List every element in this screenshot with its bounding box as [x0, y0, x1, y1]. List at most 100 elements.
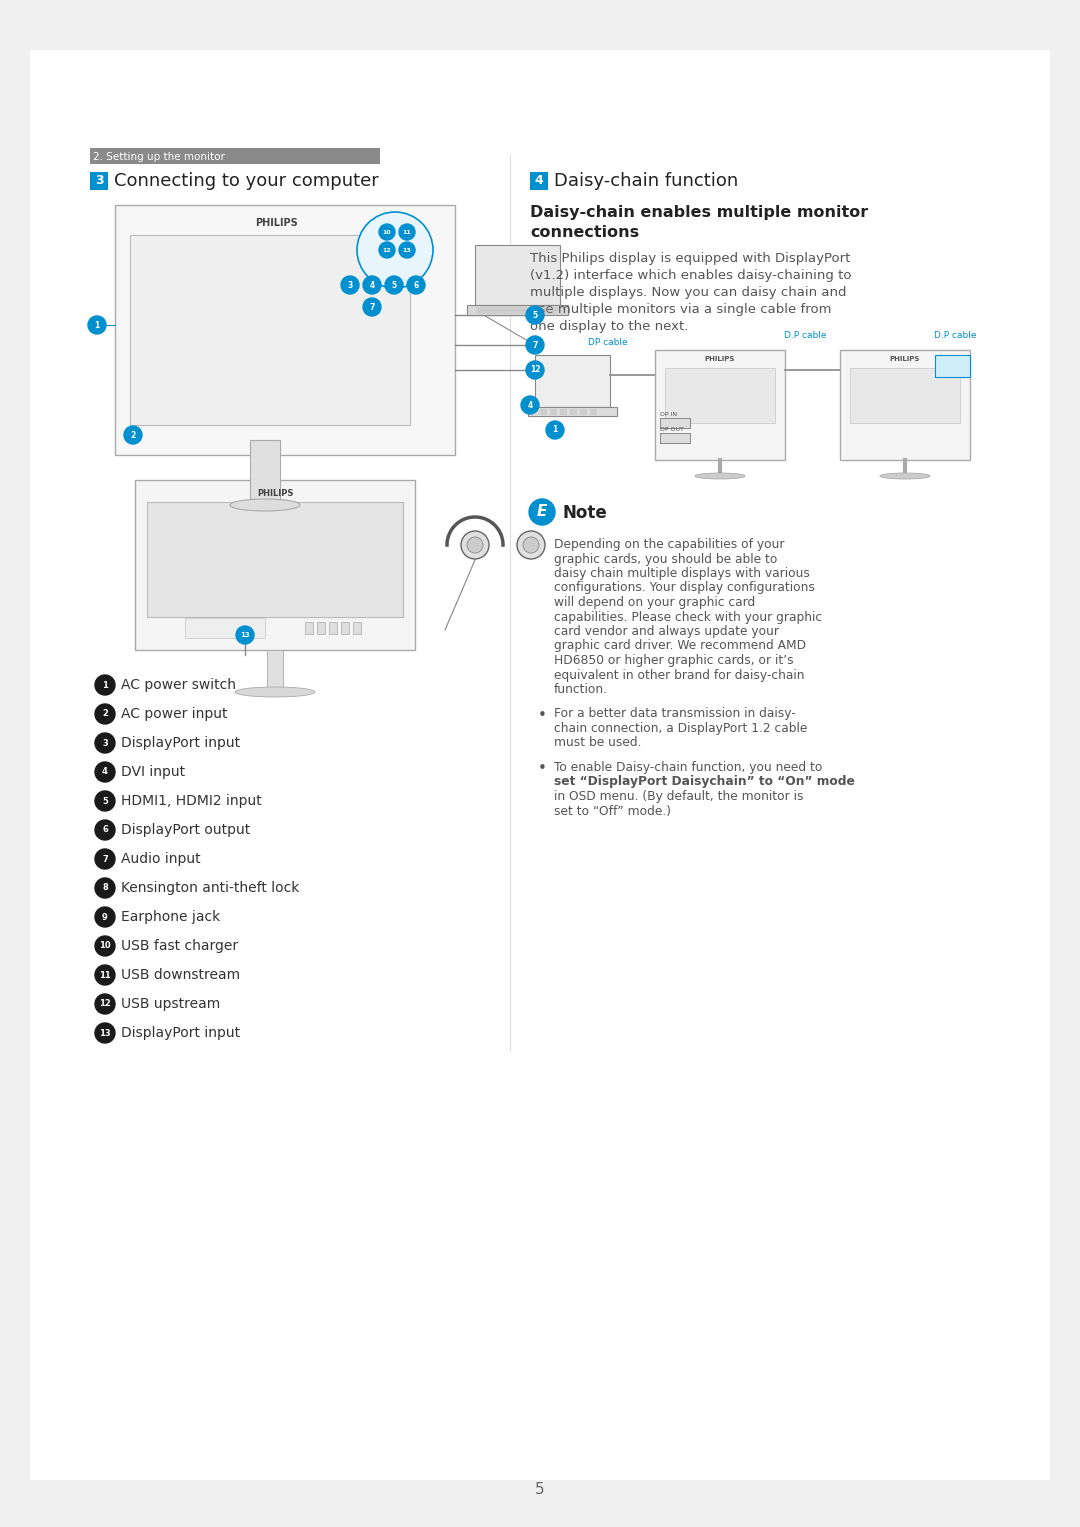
Circle shape [517, 531, 545, 559]
Text: capabilities. Please check with your graphic: capabilities. Please check with your gra… [554, 611, 822, 623]
Text: To enable Daisy-chain function, you need to: To enable Daisy-chain function, you need… [554, 760, 822, 774]
Text: daisy chain multiple displays with various: daisy chain multiple displays with vario… [554, 567, 810, 580]
Bar [840, 350, 970, 460]
Circle shape [95, 820, 114, 840]
Text: will depend on your graphic card: will depend on your graphic card [554, 596, 755, 609]
Text: 9: 9 [103, 913, 108, 921]
Text: AC power switch: AC power switch [121, 678, 237, 692]
Circle shape [379, 224, 395, 240]
Bar [341, 621, 349, 634]
Circle shape [523, 538, 539, 553]
Text: multiple displays. Now you can daisy chain and: multiple displays. Now you can daisy cha… [530, 286, 847, 299]
Circle shape [95, 704, 114, 724]
Circle shape [357, 212, 433, 289]
Circle shape [237, 626, 254, 644]
Bar [90, 148, 380, 163]
Text: HD6850 or higher graphic cards, or it’s: HD6850 or higher graphic cards, or it’s [554, 654, 794, 667]
Text: 1: 1 [552, 426, 557, 435]
Bar [535, 354, 610, 408]
Circle shape [95, 791, 114, 811]
Bar [90, 173, 108, 189]
Circle shape [95, 675, 114, 695]
Text: set to “Off” mode.): set to “Off” mode.) [554, 805, 671, 817]
Text: Daisy-chain enables multiple monitor: Daisy-chain enables multiple monitor [530, 205, 868, 220]
Text: 6: 6 [103, 826, 108, 834]
Text: DP IN: DP IN [660, 412, 677, 417]
Circle shape [521, 395, 539, 414]
Text: DisplayPort input: DisplayPort input [121, 1026, 240, 1040]
Text: 5: 5 [532, 310, 538, 319]
Circle shape [95, 1023, 114, 1043]
Text: 7: 7 [532, 341, 538, 350]
Text: 10: 10 [99, 942, 111, 950]
Text: 4: 4 [369, 281, 375, 290]
Text: •: • [538, 538, 546, 553]
Text: DP cable: DP cable [588, 337, 627, 347]
Ellipse shape [235, 687, 315, 696]
Text: PHILIPS: PHILIPS [705, 356, 735, 362]
Bar [665, 368, 775, 423]
Text: 12: 12 [530, 365, 540, 374]
Text: DVI input: DVI input [121, 765, 185, 779]
Text: DisplayPort input: DisplayPort input [121, 736, 240, 750]
Text: Note: Note [562, 504, 607, 522]
Text: configurations. Your display configurations: configurations. Your display configurati… [554, 582, 815, 594]
Circle shape [407, 276, 426, 295]
Text: PHILIPS: PHILIPS [255, 218, 298, 228]
Circle shape [399, 241, 415, 258]
Bar [467, 305, 568, 315]
Circle shape [95, 878, 114, 898]
Text: connections: connections [530, 224, 639, 240]
Text: 11: 11 [403, 229, 411, 235]
Bar [185, 618, 265, 638]
Text: HDMI1, HDMI2 input: HDMI1, HDMI2 input [121, 794, 261, 808]
Circle shape [124, 426, 141, 444]
Circle shape [379, 241, 395, 258]
Text: •: • [538, 760, 546, 776]
Text: 1: 1 [103, 681, 108, 690]
Circle shape [95, 849, 114, 869]
Circle shape [546, 421, 564, 438]
Text: 13: 13 [99, 1029, 111, 1037]
Text: 13: 13 [240, 632, 249, 638]
Bar [130, 235, 410, 425]
Bar [305, 621, 313, 634]
Bar [147, 502, 403, 617]
Text: set “DisplayPort Daisychain” to “On” mode: set “DisplayPort Daisychain” to “On” mod… [554, 776, 855, 788]
Text: 4: 4 [103, 768, 108, 777]
Circle shape [399, 224, 415, 240]
Text: 12: 12 [382, 247, 391, 252]
Text: D.P cable: D.P cable [934, 331, 976, 341]
Text: function.: function. [554, 683, 608, 696]
Circle shape [87, 316, 106, 334]
Text: card vendor and always update your: card vendor and always update your [554, 625, 779, 638]
Circle shape [363, 298, 381, 316]
Text: 6: 6 [414, 281, 419, 290]
Ellipse shape [230, 499, 300, 512]
Bar [114, 205, 455, 455]
Bar [850, 368, 960, 423]
Text: 3: 3 [103, 739, 108, 748]
Text: 2. Setting up the monitor: 2. Setting up the monitor [93, 153, 225, 162]
Text: •: • [538, 707, 546, 722]
Text: 5: 5 [391, 281, 396, 290]
Text: 7: 7 [103, 855, 108, 863]
Text: 8: 8 [103, 884, 108, 892]
Circle shape [95, 965, 114, 985]
Text: USB fast charger: USB fast charger [121, 939, 238, 953]
Circle shape [95, 762, 114, 782]
Circle shape [95, 936, 114, 956]
Text: 2: 2 [103, 710, 108, 719]
Text: 11: 11 [99, 971, 111, 979]
Text: must be used.: must be used. [554, 736, 642, 750]
Text: 3: 3 [95, 174, 104, 188]
Text: in OSD menu. (By default, the monitor is: in OSD menu. (By default, the monitor is [554, 789, 804, 803]
Text: Connecting to your computer: Connecting to your computer [114, 173, 379, 189]
Text: PHILIPS: PHILIPS [890, 356, 920, 362]
Ellipse shape [880, 473, 930, 479]
Text: (v1.2) interface which enables daisy-chaining to: (v1.2) interface which enables daisy-cha… [530, 269, 851, 282]
Circle shape [461, 531, 489, 559]
Bar [267, 651, 283, 690]
Bar [353, 621, 361, 634]
Text: chain connection, a DisplayPort 1.2 cable: chain connection, a DisplayPort 1.2 cabl… [554, 722, 808, 734]
